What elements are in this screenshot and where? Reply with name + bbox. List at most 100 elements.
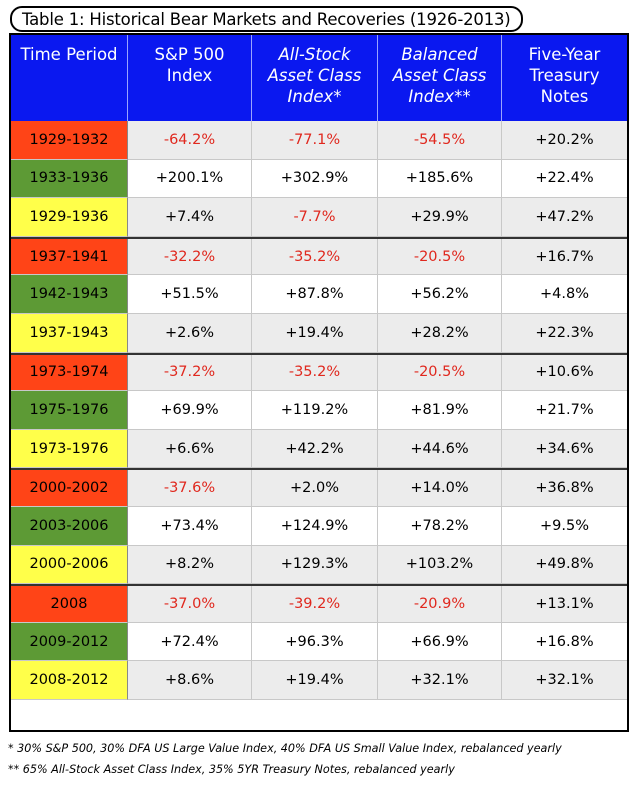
value-cell: +29.9% [378, 198, 502, 237]
header-line: Five-Year [528, 45, 601, 64]
value-cell: +8.6% [128, 661, 252, 700]
value-cell: +36.8% [502, 470, 627, 507]
value-cell: +302.9% [252, 159, 378, 199]
period-cell-recovery: 1975-1976 [11, 391, 128, 430]
period-cell-bear: 1937-1941 [11, 238, 128, 276]
value-cell: +87.8% [252, 275, 378, 314]
table-row: 2000-2006 +8.2% +129.3% +103.2% +49.8% [11, 545, 627, 585]
value-cell: +32.1% [378, 661, 502, 700]
value-cell: +66.9% [378, 622, 502, 662]
header-time-period: Time Period [11, 35, 128, 121]
value-cell: -54.5% [378, 121, 502, 160]
value-cell: +19.4% [252, 313, 378, 353]
value-cell: +2.6% [128, 313, 252, 353]
value-cell: -32.2% [128, 238, 252, 276]
footnotes: * 30% S&P 500, 30% DFA US Large Value In… [8, 738, 633, 780]
bear-market-table: Time Period S&P 500 Index All-Stock Asset Cl… [9, 33, 629, 732]
period-cell-recovery: 1933-1936 [11, 159, 128, 199]
table-row: 2009-2012 +72.4% +96.3% +66.9% +16.8% [11, 622, 627, 662]
header-line: Asset Class [392, 66, 487, 85]
footnote-2: ** 65% All-Stock Asset Class Index, 35% … [8, 763, 455, 776]
value-cell: +42.2% [252, 429, 378, 469]
table-row: 1937-1941 -32.2% -35.2% -20.5% +16.7% [11, 236, 627, 276]
value-cell: -20.5% [378, 238, 502, 276]
period-cell-total: 1973-1976 [11, 429, 128, 469]
value-cell: +21.7% [502, 391, 627, 430]
value-cell: +72.4% [128, 622, 252, 662]
value-cell: +4.8% [502, 275, 627, 314]
table-row: 2000-2002 -37.6% +2.0% +14.0% +36.8% [11, 468, 627, 507]
header-line: Index [166, 66, 213, 85]
header-line: Index* [287, 87, 342, 106]
value-cell: +32.1% [502, 661, 627, 700]
table-row: 1929-1936 +7.4% -7.7% +29.9% +47.2% [11, 198, 627, 237]
period-cell-total: 1929-1936 [11, 198, 128, 237]
value-cell: +56.2% [378, 275, 502, 314]
table-row: 1933-1936 +200.1% +302.9% +185.6% +22.4% [11, 159, 627, 199]
value-cell: +185.6% [378, 159, 502, 199]
value-cell: +22.3% [502, 313, 627, 353]
table-row: 2008 -37.0% -39.2% -20.9% +13.1% [11, 584, 627, 623]
value-cell: +119.2% [252, 391, 378, 430]
period-cell-bear: 1929-1932 [11, 121, 128, 160]
value-cell: +22.4% [502, 159, 627, 199]
value-cell: +200.1% [128, 159, 252, 199]
value-cell: -7.7% [252, 198, 378, 237]
table-row: 1929-1932 -64.2% -77.1% -54.5% +20.2% [11, 121, 627, 160]
table-row: 1973-1974 -37.2% -35.2% -20.5% +10.6% [11, 352, 627, 392]
table-title: Table 1: Historical Bear Markets and Rec… [10, 6, 523, 32]
header-line: Notes [540, 87, 589, 106]
period-cell-total: 2008-2012 [11, 661, 128, 700]
value-cell: +49.8% [502, 545, 627, 585]
header-sp500-index: S&P 500 Index [128, 35, 252, 121]
header-line: Index** [408, 87, 471, 106]
header-line: Asset Class [267, 66, 362, 85]
value-cell: +6.6% [128, 429, 252, 469]
period-cell-total: 2000-2006 [11, 545, 128, 585]
value-cell: +16.8% [502, 622, 627, 662]
value-cell: -37.0% [128, 586, 252, 623]
value-cell: -77.1% [252, 121, 378, 160]
value-cell: +73.4% [128, 506, 252, 546]
period-cell-recovery: 2009-2012 [11, 622, 128, 662]
value-cell: +13.1% [502, 586, 627, 623]
value-cell: +51.5% [128, 275, 252, 314]
table-row: 1942-1943 +51.5% +87.8% +56.2% +4.8% [11, 275, 627, 314]
value-cell: +9.5% [502, 506, 627, 546]
table-row: 2003-2006 +73.4% +124.9% +78.2% +9.5% [11, 506, 627, 546]
value-cell: +124.9% [252, 506, 378, 546]
value-cell: -35.2% [252, 354, 378, 392]
value-cell: +44.6% [378, 429, 502, 469]
table-row: 1937-1943 +2.6% +19.4% +28.2% +22.3% [11, 313, 627, 353]
value-cell: +34.6% [502, 429, 627, 469]
header-line: S&P 500 [154, 45, 225, 64]
period-cell-recovery: 2003-2006 [11, 506, 128, 546]
header-line: Time Period [20, 45, 118, 64]
value-cell: +47.2% [502, 198, 627, 237]
value-cell: +69.9% [128, 391, 252, 430]
period-cell-bear: 1973-1974 [11, 354, 128, 392]
value-cell: +78.2% [378, 506, 502, 546]
table-body: 1929-1932 -64.2% -77.1% -54.5% +20.2% 1933-19… [11, 121, 627, 700]
value-cell: -64.2% [128, 121, 252, 160]
header-balanced-index: Balanced Asset Class Index** [378, 35, 502, 121]
value-cell: +28.2% [378, 313, 502, 353]
value-cell: +10.6% [502, 354, 627, 392]
value-cell: +96.3% [252, 622, 378, 662]
header-line: Balanced [401, 45, 478, 64]
value-cell: +20.2% [502, 121, 627, 160]
value-cell: -20.9% [378, 586, 502, 623]
header-line: Treasury [529, 66, 600, 85]
value-cell: +129.3% [252, 545, 378, 585]
value-cell: +16.7% [502, 238, 627, 276]
value-cell: -37.6% [128, 470, 252, 507]
period-cell-recovery: 1942-1943 [11, 275, 128, 314]
table-row: 1975-1976 +69.9% +119.2% +81.9% +21.7% [11, 391, 627, 430]
value-cell: +81.9% [378, 391, 502, 430]
period-cell-bear: 2000-2002 [11, 470, 128, 507]
value-cell: +2.0% [252, 470, 378, 507]
table-row: 2008-2012 +8.6% +19.4% +32.1% +32.1% [11, 661, 627, 700]
period-cell-bear: 2008 [11, 586, 128, 623]
value-cell: -20.5% [378, 354, 502, 392]
footnote-1: * 30% S&P 500, 30% DFA US Large Value In… [8, 742, 562, 755]
